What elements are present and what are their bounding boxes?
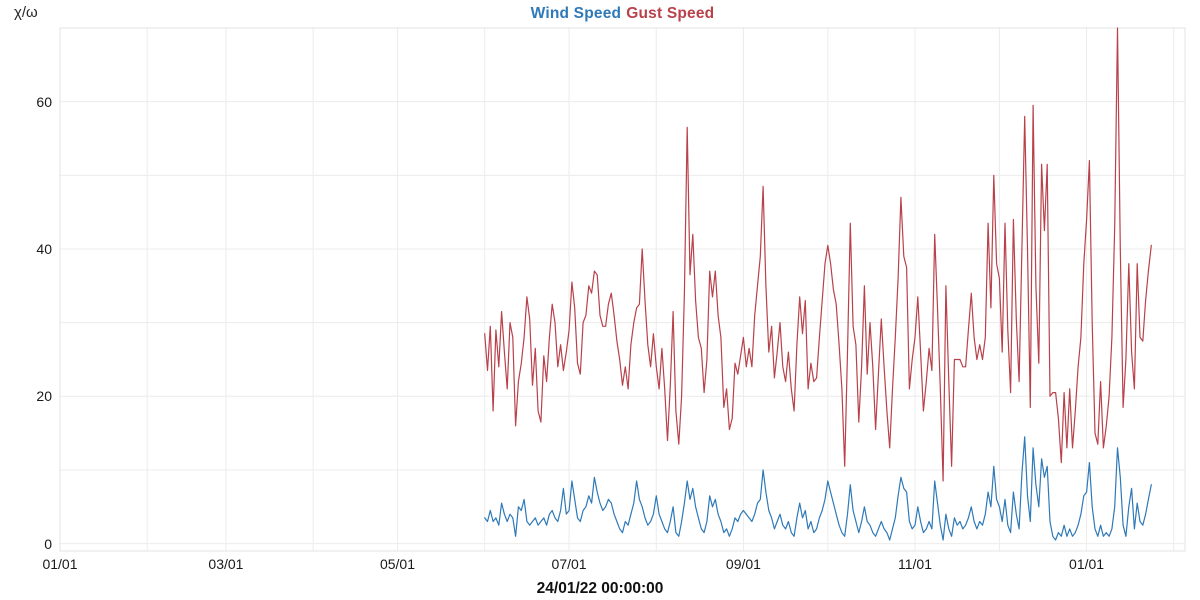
x-tick-label: 01/01 <box>42 556 78 572</box>
y-tick-label: 0 <box>44 535 52 552</box>
series-line-gust-speed <box>484 27 1152 482</box>
x-axis-title: 24/01/22 00:00:00 <box>536 580 664 597</box>
x-tick-label: 07/01 <box>551 556 587 572</box>
plot-border <box>59 27 1186 552</box>
x-tick-label: 11/01 <box>898 556 932 572</box>
x-tick-label: 05/01 <box>379 556 416 572</box>
chart-legend: Wind Speed Gust Speed <box>60 5 1185 23</box>
x-tick-label: 01/01 <box>1069 556 1105 572</box>
y-tick-label: 20 <box>36 388 52 405</box>
y-axis-title: χ/ω <box>14 4 38 21</box>
x-tick-label: 09/01 <box>725 556 761 572</box>
y-tick-label: 40 <box>36 240 52 257</box>
legend-item-wind-speed[interactable]: Wind Speed <box>530 5 622 22</box>
y-tick-label: 60 <box>36 93 52 110</box>
legend-item-gust-speed[interactable]: Gust Speed <box>626 5 715 22</box>
series-line-wind-speed <box>484 436 1152 541</box>
x-tick-label: 03/01 <box>208 556 244 572</box>
